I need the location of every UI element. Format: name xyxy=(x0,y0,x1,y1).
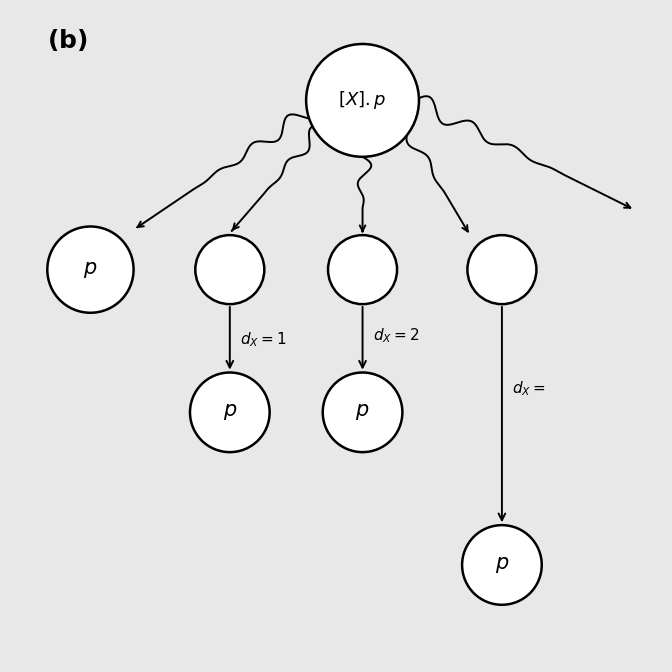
Text: $p$: $p$ xyxy=(355,403,370,422)
Text: $[X].p$: $[X].p$ xyxy=(339,89,386,112)
Circle shape xyxy=(468,235,536,304)
Text: $d_X=$: $d_X=$ xyxy=(512,380,546,398)
Circle shape xyxy=(190,372,269,452)
Circle shape xyxy=(462,525,542,605)
Circle shape xyxy=(306,44,419,157)
Text: $d_X=1$: $d_X=1$ xyxy=(240,330,286,349)
Text: $p$: $p$ xyxy=(83,259,97,280)
Text: $d_X=2$: $d_X=2$ xyxy=(372,327,419,345)
Text: $\mathbf{(b)}$: $\mathbf{(b)}$ xyxy=(47,28,88,53)
Circle shape xyxy=(47,226,134,312)
Circle shape xyxy=(328,235,397,304)
Text: $p$: $p$ xyxy=(222,403,237,422)
Circle shape xyxy=(323,372,403,452)
Circle shape xyxy=(196,235,264,304)
Text: $p$: $p$ xyxy=(495,555,509,575)
